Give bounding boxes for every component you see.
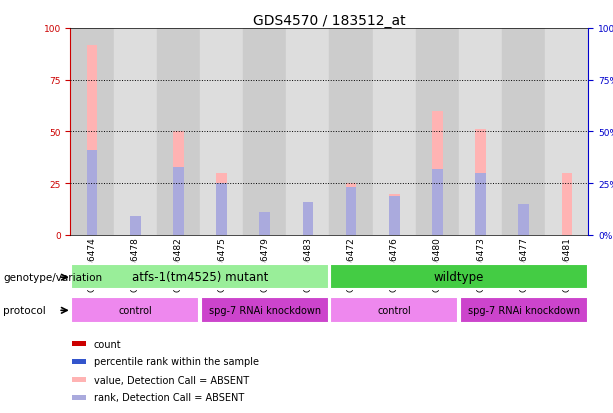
Bar — [432, 169, 443, 235]
Text: control: control — [118, 305, 152, 315]
Bar — [157, 29, 200, 235]
Bar — [346, 184, 357, 235]
Text: control: control — [378, 305, 411, 315]
Bar — [346, 188, 357, 235]
Bar — [475, 130, 486, 235]
Bar — [302, 202, 313, 235]
Bar — [259, 221, 270, 235]
Bar — [562, 173, 573, 235]
Bar — [373, 29, 416, 235]
Text: protocol: protocol — [3, 305, 46, 315]
Text: spg-7 RNAi knockdown: spg-7 RNAi knockdown — [208, 305, 321, 315]
Bar — [432, 112, 443, 235]
Text: value, Detection Call = ABSENT: value, Detection Call = ABSENT — [94, 375, 249, 385]
Bar — [389, 194, 400, 235]
Bar — [259, 213, 270, 235]
Bar — [130, 217, 140, 235]
Bar — [330, 264, 588, 290]
Bar — [330, 29, 373, 235]
Bar — [201, 297, 329, 323]
Text: genotype/variation: genotype/variation — [3, 272, 102, 282]
Bar — [71, 297, 199, 323]
Bar — [86, 45, 97, 235]
Text: percentile rank within the sample: percentile rank within the sample — [94, 356, 259, 366]
Title: GDS4570 / 183512_at: GDS4570 / 183512_at — [253, 14, 406, 28]
Bar — [389, 196, 400, 235]
Bar — [460, 297, 588, 323]
Bar — [216, 173, 227, 235]
Bar — [173, 132, 184, 235]
Bar — [286, 29, 330, 235]
Text: wildtype: wildtype — [434, 271, 484, 284]
Bar — [243, 29, 286, 235]
Text: rank, Detection Call = ABSENT: rank, Detection Call = ABSENT — [94, 392, 244, 402]
Bar — [475, 173, 486, 235]
Bar — [72, 377, 86, 382]
Bar — [519, 204, 529, 235]
Text: spg-7 RNAi knockdown: spg-7 RNAi knockdown — [468, 305, 580, 315]
Bar — [216, 184, 227, 235]
Bar — [72, 395, 86, 400]
Bar — [173, 167, 184, 235]
Bar — [72, 342, 86, 347]
Bar — [70, 29, 113, 235]
Bar — [302, 202, 313, 235]
Text: atfs-1(tm4525) mutant: atfs-1(tm4525) mutant — [132, 271, 268, 284]
Bar — [502, 29, 546, 235]
Bar — [330, 297, 458, 323]
Bar — [546, 29, 588, 235]
Text: count: count — [94, 339, 121, 349]
Bar — [86, 151, 97, 235]
Bar — [519, 204, 529, 235]
Bar — [71, 264, 329, 290]
Bar — [72, 359, 86, 364]
Bar — [130, 229, 140, 235]
Bar — [459, 29, 502, 235]
Bar — [200, 29, 243, 235]
Bar — [113, 29, 157, 235]
Bar — [416, 29, 459, 235]
